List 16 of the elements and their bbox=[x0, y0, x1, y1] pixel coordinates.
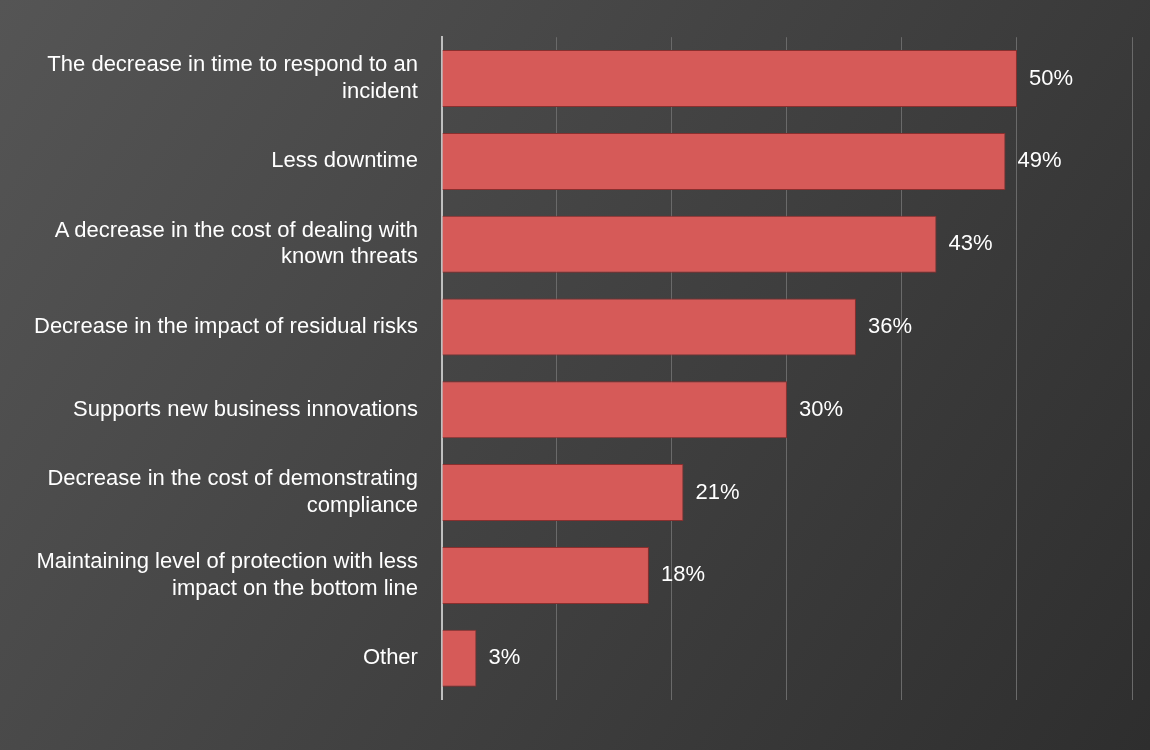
y-tick-label: Less downtime bbox=[271, 147, 418, 173]
data-label: 30% bbox=[798, 395, 844, 421]
y-tick-label: A decrease in the cost of dealing with known threats bbox=[54, 217, 418, 269]
y-tick-label: Maintaining level of protection with less impact on the bottom line bbox=[36, 548, 418, 600]
y-tick-label: Decrease in the impact of residual risks bbox=[34, 313, 418, 339]
data-label: 18% bbox=[660, 561, 705, 587]
data-label: 3% bbox=[488, 644, 521, 670]
data-label: 50% bbox=[1028, 64, 1074, 90]
y-tick-label: Other bbox=[362, 644, 418, 670]
data-label: 43% bbox=[948, 230, 993, 256]
y-tick-label: Decrease in the cost of demonstrating compliance bbox=[47, 465, 418, 517]
data-label: 36% bbox=[867, 313, 913, 339]
y-tick-label: Supports new business innovations bbox=[73, 395, 418, 421]
data-label: 21% bbox=[695, 478, 740, 504]
data-label: 49% bbox=[1017, 147, 1062, 173]
y-tick-label: The decrease in time to respond to an incident bbox=[47, 51, 418, 103]
